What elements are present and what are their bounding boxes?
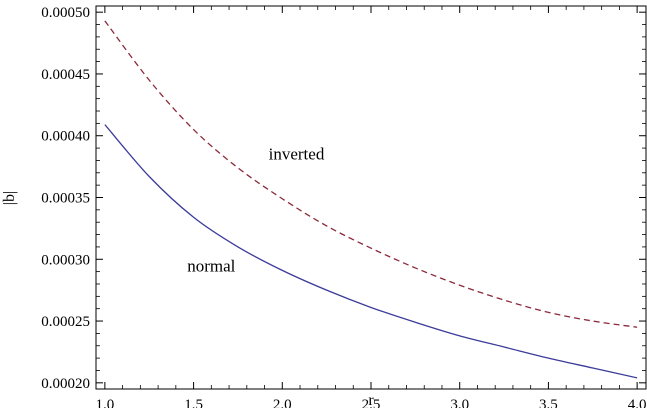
series-line-inverted [104, 20, 638, 328]
x-tick-label: 3.5 [539, 397, 558, 408]
y-tick-label: 0.00025 [41, 314, 90, 330]
y-tick-label: 0.00035 [41, 191, 90, 207]
y-tick-label: 0.00020 [41, 376, 90, 392]
ticks-layer: 1.0 1.5 2.0 2.5 3.0 3.5 4.00.000200.000250.000… [41, 5, 647, 413]
y-tick-label: 0.00040 [41, 129, 90, 145]
y-tick-label: 0.00050 [41, 5, 90, 21]
series-line-normal [104, 124, 638, 379]
y-tick-label: 0.00030 [41, 252, 90, 268]
annotation-layer: inverted normal [187, 144, 325, 275]
x-tick-label: 1.5 [184, 397, 203, 408]
x-tick-label: 3.0 [450, 397, 469, 408]
series-annotation-inverted: inverted [269, 144, 325, 163]
x-tick-label: 1.0 [95, 397, 114, 408]
series-layer [104, 20, 638, 379]
y-tick-label: 0.00045 [41, 67, 90, 83]
plot-frame [95, 5, 647, 390]
x-tick-label: 2.0 [273, 397, 292, 408]
series-annotation-normal: normal [187, 257, 235, 276]
x-axis-label: r [368, 392, 374, 408]
x-tick-label: 4.0 [628, 397, 647, 408]
y-axis-label: |b| [1, 191, 18, 205]
